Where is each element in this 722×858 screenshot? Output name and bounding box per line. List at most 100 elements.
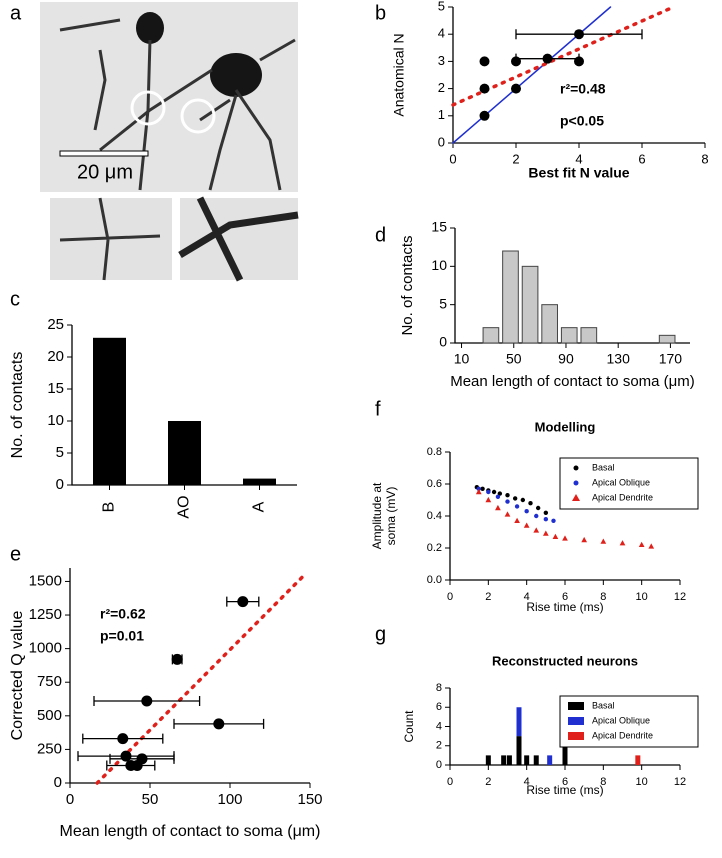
chart-title: Reconstructed neurons (492, 653, 638, 668)
bar (168, 421, 201, 485)
legend-swatch (573, 465, 579, 471)
y-tick-label: 0 (436, 759, 442, 771)
point (480, 486, 485, 491)
point (485, 496, 492, 503)
x-axis-label: Mean length of contact to soma (μm) (60, 823, 321, 840)
y-tick-label: 0.2 (427, 542, 442, 554)
point (600, 538, 607, 544)
point (505, 499, 510, 504)
x-tick-label: 8 (600, 776, 606, 788)
micrograph: 20 μm (40, 2, 299, 282)
y-tick-label: 1 (438, 107, 445, 122)
y-tick-label: 2 (436, 740, 442, 752)
bar (93, 337, 126, 485)
x-tick-label: 8 (600, 591, 606, 603)
bar-segment (533, 755, 539, 765)
bar (580, 327, 598, 344)
panel-label: e (10, 543, 21, 565)
x-tick-label: 2 (485, 776, 491, 788)
point (619, 540, 626, 546)
y-tick-label: 10 (47, 412, 64, 429)
x-tick-label: 150 (297, 791, 322, 808)
y-tick-label: 0.0 (427, 574, 442, 586)
point (120, 750, 132, 762)
point (534, 513, 539, 519)
point (486, 489, 491, 495)
panel-label: d (375, 224, 386, 246)
panel-label: f (375, 398, 381, 420)
point (505, 493, 510, 498)
y-tick-label: 750 (37, 673, 62, 690)
legend-swatch (568, 732, 584, 740)
y-tick-label: 8 (436, 682, 442, 694)
y-axis-label: Anatomical N (391, 33, 407, 116)
legend-label: Basal (592, 462, 615, 472)
x-tick-label: B (101, 502, 118, 513)
x-axis-label: Rise time (ms) (526, 783, 603, 797)
point (543, 510, 549, 515)
y-tick-label: 4 (436, 720, 442, 732)
y-tick-label: 15 (431, 219, 447, 235)
point (131, 760, 143, 772)
point (141, 695, 153, 707)
point (497, 491, 503, 496)
x-tick-label: 4 (524, 776, 530, 788)
point (542, 530, 549, 536)
point (117, 733, 129, 745)
y-tick-label: 1250 (29, 606, 62, 623)
legend-box (559, 457, 699, 510)
panel-label: c (10, 288, 20, 310)
y-axis-label: Count (402, 710, 416, 743)
point (479, 56, 490, 67)
bar (658, 334, 676, 344)
y-tick-label: 25 (47, 316, 64, 333)
point (514, 504, 520, 509)
x-tick-label: 10 (636, 776, 648, 788)
panel-label: g (375, 623, 386, 645)
y-tick-label: 4 (438, 26, 445, 41)
axis-line (454, 228, 690, 344)
y-tick-label: 6 (436, 701, 442, 713)
bar-segment (524, 755, 530, 765)
point (528, 501, 533, 506)
x-tick-label: 6 (562, 776, 568, 788)
y-axis-label: Amplitude at (370, 482, 384, 549)
x-tick-label: 10 (454, 351, 470, 367)
x-tick-label: 170 (659, 351, 683, 367)
point (511, 83, 521, 94)
x-tick-label: 100 (217, 791, 242, 808)
fit-line (452, 6, 612, 144)
point (543, 517, 549, 522)
y-tick-label: 1000 (29, 640, 62, 657)
x-tick-label: 0 (66, 791, 74, 808)
y-tick-label: 3 (438, 53, 445, 68)
x-tick-label: 12 (674, 591, 686, 603)
legend-swatch (572, 494, 580, 501)
y-tick-label: 0.6 (427, 478, 442, 490)
point (638, 541, 645, 547)
point (574, 29, 584, 40)
x-tick-label: A (251, 501, 268, 512)
y-tick-label: 10 (431, 257, 447, 273)
y-tick-label: 0 (438, 134, 445, 149)
bar (541, 304, 558, 344)
panel-label: a (10, 2, 22, 24)
y-tick-label: 20 (47, 348, 64, 365)
annotation: p=0.01 (100, 628, 144, 644)
bar-segment (635, 755, 641, 765)
point (535, 505, 541, 511)
y-tick-label: 5 (56, 444, 64, 461)
legend-swatch (573, 480, 579, 486)
legend-label: Apical Oblique (592, 477, 650, 487)
point (479, 110, 490, 121)
axis-line (69, 568, 310, 784)
point (512, 496, 518, 501)
chart-title: Modelling (535, 419, 596, 434)
y-tick-label: 0.4 (427, 510, 442, 522)
point (551, 518, 556, 523)
x-tick-label: 4 (575, 151, 582, 166)
bar-segment (506, 755, 512, 765)
fit-line (95, 575, 304, 785)
